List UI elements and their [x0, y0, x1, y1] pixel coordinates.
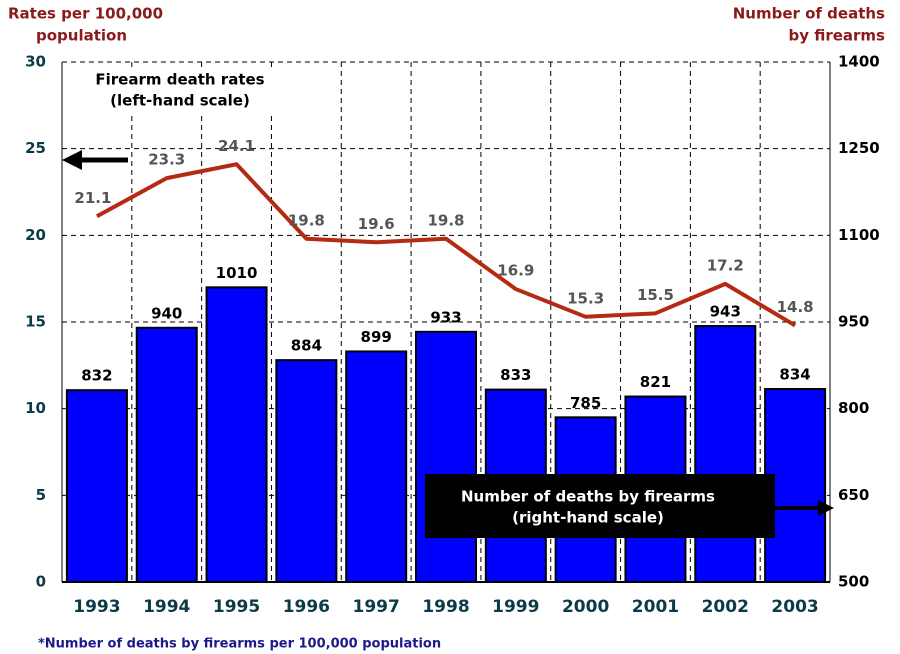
x-tick-label: 1995 [213, 597, 260, 617]
y2-tick-label: 500 [838, 573, 869, 591]
annotation: Firearm death rates [95, 71, 264, 89]
y2-tick-label: 950 [838, 313, 869, 331]
bar-value-label: 785 [570, 394, 601, 412]
y-tick-label: 20 [25, 226, 46, 244]
y2-tick-label: 1250 [838, 139, 880, 157]
bar [345, 350, 408, 584]
bar [275, 359, 338, 583]
bar [135, 326, 198, 583]
y2-tick-label: 800 [838, 399, 869, 417]
bar [764, 388, 827, 583]
x-tick-label: 1998 [422, 597, 469, 617]
y-axis-title: population [36, 27, 127, 45]
annotation-box [425, 474, 775, 538]
y-axis-title: Rates per 100,000 [8, 5, 163, 23]
annotation: Number of deaths by firearms [461, 488, 715, 506]
x-tick-label: 2002 [702, 597, 749, 617]
x-tick-label: 1993 [73, 597, 120, 617]
y2-tick-label: 1100 [838, 226, 880, 244]
x-tick-label: 2003 [771, 597, 818, 617]
y2-tick-label: 650 [838, 486, 869, 504]
line-value-label: 24.1 [218, 137, 255, 155]
bar-value-label: 940 [151, 304, 182, 322]
bar-value-label: 933 [430, 308, 461, 326]
bar-value-label: 899 [361, 328, 392, 346]
y-tick-label: 25 [25, 139, 46, 157]
bar-value-label: 943 [710, 303, 741, 321]
line-value-label: 23.3 [148, 151, 185, 169]
y-tick-label: 30 [25, 53, 46, 71]
bar-value-label: 834 [779, 366, 810, 384]
annotation-bg [80, 68, 280, 112]
annotation: (right-hand scale) [512, 509, 664, 527]
x-tick-label: 2000 [562, 597, 609, 617]
y-tick-label: 10 [25, 399, 46, 417]
x-tick-label: 1997 [353, 597, 400, 617]
y-tick-label: 5 [36, 486, 46, 504]
x-tick-label: 1994 [143, 597, 190, 617]
x-tick-label: 1999 [492, 597, 539, 617]
line-value-label: 15.5 [637, 286, 674, 304]
line-value-label: 14.8 [777, 298, 814, 316]
y2-axis-title: by firearms [788, 27, 885, 45]
y2-axis-title: Number of deaths [733, 5, 885, 23]
footnote: *Number of deaths by firearms per 100,00… [38, 637, 441, 652]
line-value-label: 19.6 [358, 215, 395, 233]
y-tick-label: 0 [36, 573, 46, 591]
bar-value-label: 821 [640, 373, 671, 391]
line-value-label: 19.8 [288, 211, 325, 229]
line-value-label: 16.9 [497, 262, 534, 280]
bar-value-label: 833 [500, 366, 531, 384]
line-value-label: 17.2 [707, 256, 744, 274]
line-value-label: 21.1 [74, 189, 111, 207]
x-tick-label: 1996 [283, 597, 330, 617]
bar [415, 330, 477, 584]
bar [205, 286, 268, 583]
bar-value-label: 832 [81, 367, 112, 385]
line-value-label: 15.3 [567, 289, 604, 307]
bar-value-label: 1010 [216, 264, 258, 282]
bar [694, 325, 757, 583]
annotation: (left-hand scale) [110, 92, 250, 110]
bar-value-label: 884 [291, 337, 322, 355]
line-value-label: 19.8 [427, 211, 464, 229]
line [95, 162, 797, 328]
y-tick-label: 15 [25, 313, 46, 331]
x-tick-label: 2001 [632, 597, 679, 617]
bar [65, 389, 128, 583]
y2-tick-label: 1400 [838, 53, 880, 71]
